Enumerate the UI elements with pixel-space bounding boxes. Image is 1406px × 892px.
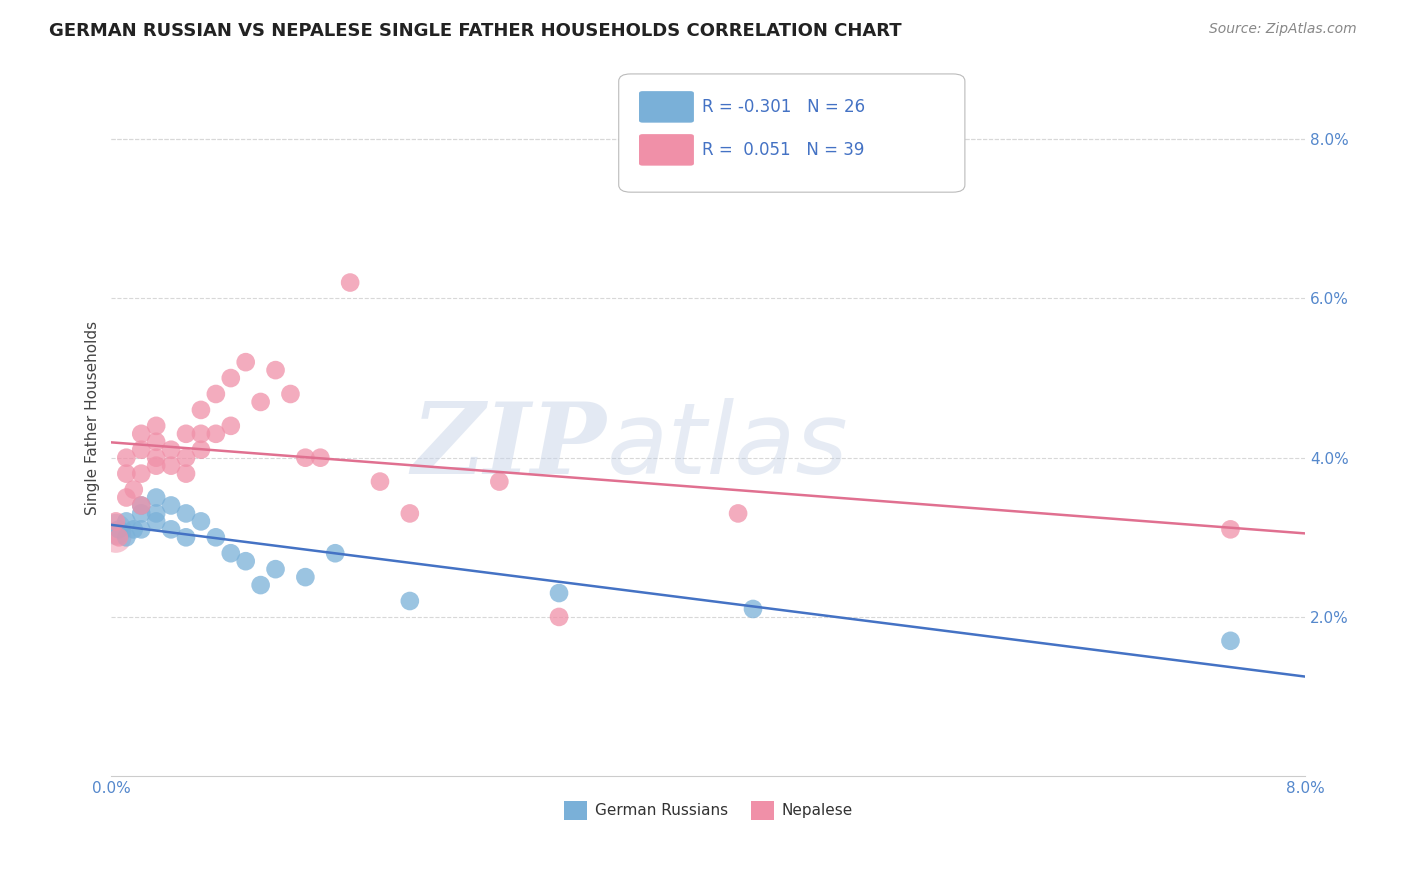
Legend: German Russians, Nepalese: German Russians, Nepalese [558,795,859,826]
Point [129,507,152,521]
Y-axis label: Single Father Households: Single Father Households [86,321,100,515]
Point [174,450,197,465]
Point [294,450,316,465]
Point [339,276,361,290]
Point [309,450,332,465]
Text: atlas: atlas [607,398,848,495]
Text: Source: ZipAtlas.com: Source: ZipAtlas.com [1209,22,1357,37]
Point [1219,522,1241,536]
Point [174,507,197,521]
Point [115,450,138,465]
Point [145,418,167,433]
Point [160,458,183,473]
Point [145,450,167,465]
Point [323,546,346,560]
Point [294,570,316,584]
Point [174,530,197,544]
Point [264,363,287,377]
Point [122,483,145,497]
Point [548,586,571,600]
Point [235,355,257,369]
Point [190,515,212,529]
Point [108,522,131,536]
Point [174,467,197,481]
Point [219,546,242,560]
Point [190,442,212,457]
Point [160,522,183,536]
Point [145,515,167,529]
Point [129,499,152,513]
Point [488,475,510,489]
Point [368,475,391,489]
Point [145,491,167,505]
Point [398,594,420,608]
Point [264,562,287,576]
Point [104,522,127,536]
FancyBboxPatch shape [638,91,695,123]
Point [398,507,420,521]
Point [104,530,127,544]
Point [129,426,152,441]
Point [205,530,228,544]
Point [205,387,228,401]
Text: GERMAN RUSSIAN VS NEPALESE SINGLE FATHER HOUSEHOLDS CORRELATION CHART: GERMAN RUSSIAN VS NEPALESE SINGLE FATHER… [49,22,901,40]
Point [742,602,765,616]
Text: ZIP: ZIP [412,399,607,495]
Point [249,395,271,409]
Point [145,434,167,449]
FancyBboxPatch shape [619,74,965,192]
Point [108,530,131,544]
Point [205,426,228,441]
Point [129,522,152,536]
Point [122,522,145,536]
Point [160,499,183,513]
Point [219,371,242,385]
Point [249,578,271,592]
Point [727,507,749,521]
Point [129,442,152,457]
Point [219,418,242,433]
Point [115,530,138,544]
FancyBboxPatch shape [638,134,695,166]
Text: R =  0.051   N = 39: R = 0.051 N = 39 [702,141,865,159]
Point [548,610,571,624]
Point [190,426,212,441]
Point [235,554,257,568]
Point [115,491,138,505]
Point [160,442,183,457]
Point [129,467,152,481]
Point [145,458,167,473]
Point [280,387,302,401]
Point [104,515,127,529]
Point [115,467,138,481]
Point [115,515,138,529]
Point [129,499,152,513]
Point [1219,633,1241,648]
Text: R = -0.301   N = 26: R = -0.301 N = 26 [702,98,866,116]
Point [174,426,197,441]
Point [145,507,167,521]
Point [190,403,212,417]
